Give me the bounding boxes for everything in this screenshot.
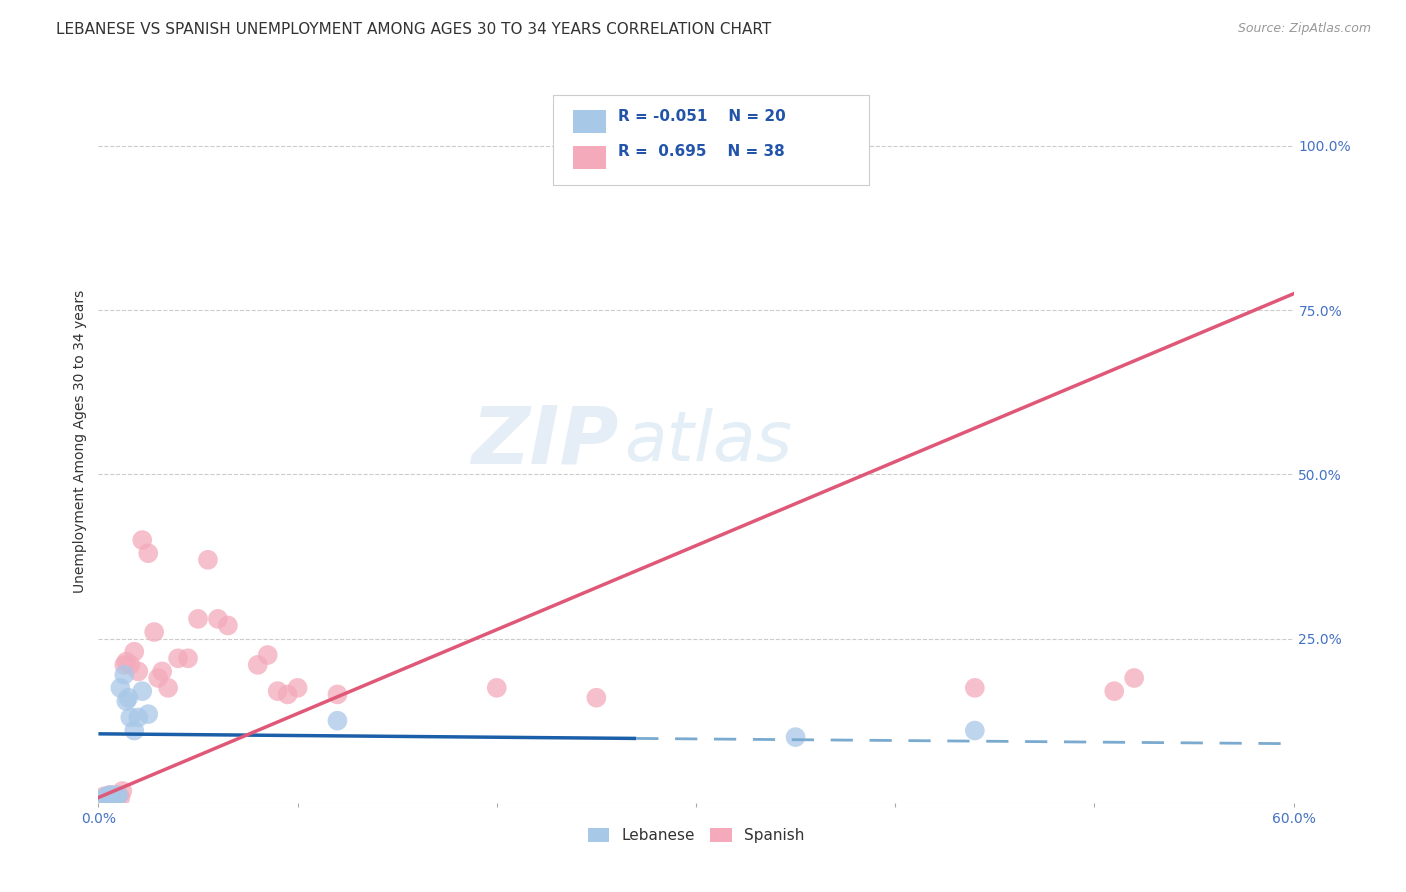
Point [124,645,146,659]
Point [127,665,149,679]
Point [115,694,138,708]
Y-axis label: Unemployment Among Ages 30 to 34 years: Unemployment Among Ages 30 to 34 years [73,290,87,593]
Point [110,681,132,695]
Text: atlas: atlas [624,408,792,475]
Point [96,789,118,804]
Point [115,655,138,669]
Point [97,790,120,805]
Point [1104,684,1126,698]
Point [207,612,229,626]
Point [107,789,129,804]
Point [256,648,278,662]
Point [157,681,180,695]
Point [287,681,309,695]
Point [131,533,153,547]
Point [585,690,607,705]
Point [110,790,132,805]
Point [804,139,827,153]
Point [277,687,299,701]
Text: ZIP: ZIP [471,402,619,481]
Point [963,681,986,695]
Point [326,687,349,701]
Point [177,651,200,665]
Point [120,657,142,672]
Text: Source: ZipAtlas.com: Source: ZipAtlas.com [1237,22,1371,36]
Point [105,789,128,804]
Point [143,625,166,640]
Legend: Lebanese, Spanish: Lebanese, Spanish [582,822,810,849]
Text: LEBANESE VS SPANISH UNEMPLOYMENT AMONG AGES 30 TO 34 YEARS CORRELATION CHART: LEBANESE VS SPANISH UNEMPLOYMENT AMONG A… [56,22,772,37]
Point [167,651,190,665]
Point [136,707,159,722]
Point [112,657,135,672]
Point [150,665,173,679]
Point [117,690,139,705]
Point [187,612,209,626]
Point [103,790,125,805]
Point [112,667,135,681]
Text: R = -0.051    N = 20: R = -0.051 N = 20 [619,109,786,124]
Point [485,681,508,695]
Point [111,784,134,798]
Point [93,792,115,806]
Point [98,788,122,802]
Point [97,789,120,804]
Point [785,730,807,744]
Point [101,790,124,805]
Point [127,710,149,724]
Point [963,723,986,738]
Point [326,714,349,728]
Point [197,553,219,567]
Bar [572,110,606,133]
Point [131,684,153,698]
Point [103,790,125,805]
Point [98,788,122,802]
Point [246,657,269,672]
Point [217,618,239,632]
Point [1123,671,1146,685]
Point [120,710,142,724]
Bar [572,146,606,169]
Point [136,546,159,560]
Text: R =  0.695    N = 38: R = 0.695 N = 38 [619,144,785,159]
Point [93,789,115,804]
FancyBboxPatch shape [553,95,869,185]
Point [267,684,290,698]
Point [124,723,146,738]
Point [105,788,128,802]
Point [101,792,124,806]
Point [107,788,129,802]
Point [148,671,170,685]
